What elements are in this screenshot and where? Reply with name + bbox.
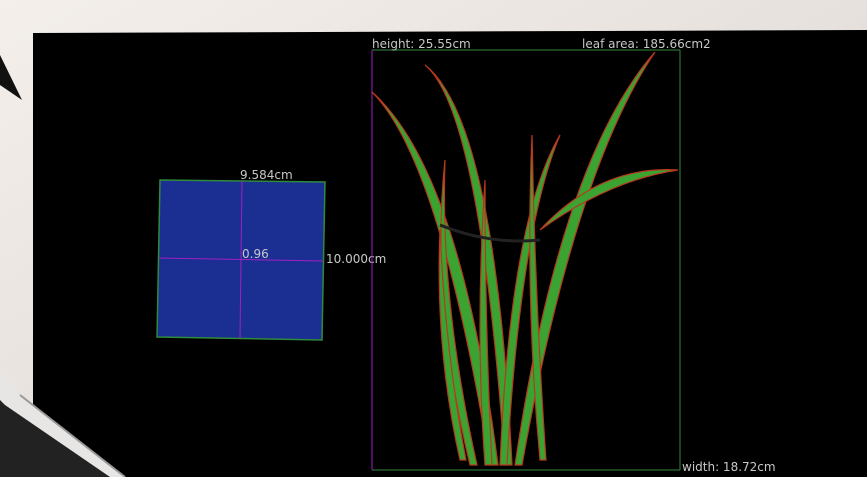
monitor-stand (0, 400, 110, 477)
leaf (539, 169, 679, 231)
plant-tie (439, 223, 541, 243)
leaf-area-label: leaf area: 185.66cm2 (582, 37, 711, 51)
reference-ratio-label: 0.96 (242, 247, 269, 261)
height-label: height: 25.55cm (372, 37, 471, 51)
leaf (438, 229, 467, 461)
leaf (479, 179, 493, 466)
reference-width-label: 9.584cm (240, 168, 293, 182)
bezel-edge (19, 394, 126, 477)
leaf (514, 51, 656, 466)
plant (371, 51, 679, 466)
width-label: width: 18.72cm (682, 460, 776, 474)
reference-horizontal (158, 257, 324, 262)
reference-height-label: 10.000cm (326, 252, 386, 266)
corner-shadow (0, 55, 22, 100)
